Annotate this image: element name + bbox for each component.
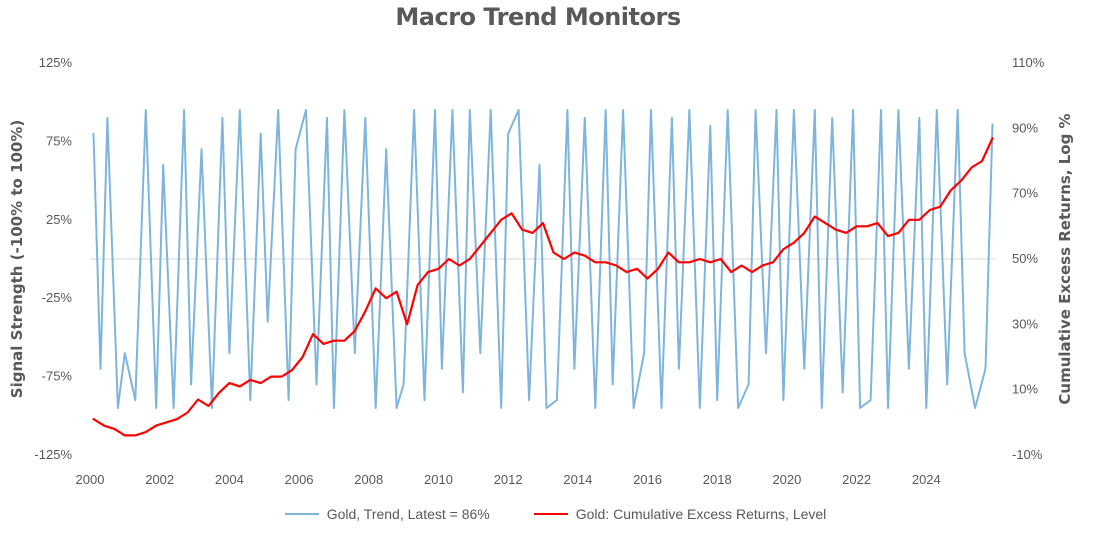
legend-item-trend: Gold, Trend, Latest = 86% <box>284 506 490 522</box>
right-tick-label: 10% <box>1012 382 1038 397</box>
x-tick-label: 2002 <box>145 472 174 487</box>
left-tick-label: -125% <box>34 447 72 462</box>
left-tick-label: 25% <box>46 212 72 227</box>
left-tick-label: -25% <box>42 290 73 305</box>
x-tick-label: 2008 <box>354 472 383 487</box>
right-tick-label: 90% <box>1012 120 1038 135</box>
x-axis-ticks: 2000 2002 2004 2006 2008 2010 2012 2014 2016 2018… <box>76 472 941 487</box>
legend-swatch-trend <box>284 513 319 515</box>
legend-item-cumulative: Gold: Cumulative Excess Returns, Level <box>533 506 827 522</box>
left-tick-label: -75% <box>42 369 73 384</box>
legend-label-trend: Gold, Trend, Latest = 86% <box>326 506 490 522</box>
x-tick-label: 2010 <box>424 472 453 487</box>
legend-swatch-cumulative <box>533 513 568 515</box>
x-tick-label: 2022 <box>842 472 871 487</box>
y-axis-title-right: Cumulative Excess Returns, Log % <box>1056 113 1074 404</box>
y-axis-title-left: Signal Strength (-100% to 100%) <box>8 120 26 398</box>
right-tick-label: -10% <box>1012 447 1043 462</box>
series-line-trend <box>92 109 994 409</box>
x-tick-label: 2020 <box>772 472 801 487</box>
series-line-cumulative <box>92 137 994 437</box>
x-tick-label: 2016 <box>633 472 662 487</box>
left-axis-ticks: 125% 75% 25% -25% -75% -125% <box>34 55 72 462</box>
left-tick-label: 75% <box>46 133 72 148</box>
x-tick-label: 2018 <box>703 472 732 487</box>
x-tick-label: 2004 <box>215 472 244 487</box>
x-tick-label: 2000 <box>76 472 105 487</box>
right-tick-label: 70% <box>1012 186 1038 201</box>
right-axis-ticks: 110% 90% 70% 50% 30% 10% -10% <box>1012 55 1045 462</box>
legend: Gold, Trend, Latest = 86% Gold: Cumulati… <box>0 502 1111 526</box>
x-tick-label: 2012 <box>494 472 523 487</box>
left-tick-label: 125% <box>39 55 73 70</box>
right-tick-label: 50% <box>1012 251 1038 266</box>
right-tick-label: 30% <box>1012 316 1038 331</box>
x-tick-label: 2014 <box>563 472 592 487</box>
right-tick-label: 110% <box>1012 55 1045 70</box>
series-layer <box>92 109 994 437</box>
chart-title: Macro Trend Monitors <box>395 3 680 31</box>
x-tick-label: 2006 <box>285 472 314 487</box>
x-tick-label: 2024 <box>912 472 941 487</box>
legend-label-cumulative: Gold: Cumulative Excess Returns, Level <box>575 506 827 522</box>
